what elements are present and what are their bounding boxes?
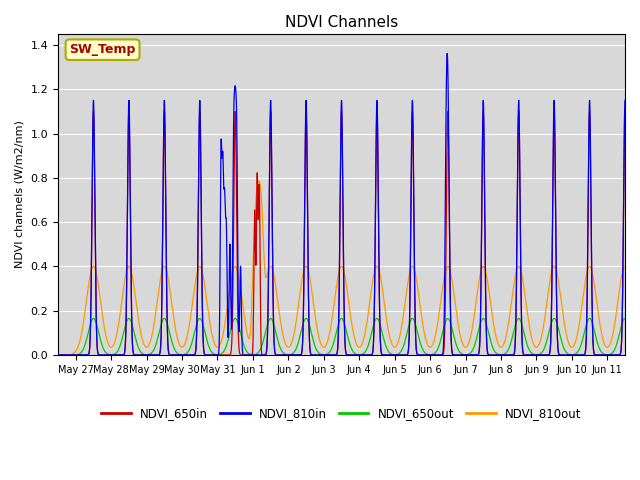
Y-axis label: NDVI channels (W/m2/nm): NDVI channels (W/m2/nm)	[15, 120, 25, 268]
Title: NDVI Channels: NDVI Channels	[285, 15, 398, 30]
Text: SW_Temp: SW_Temp	[69, 43, 136, 56]
Legend: NDVI_650in, NDVI_810in, NDVI_650out, NDVI_810out: NDVI_650in, NDVI_810in, NDVI_650out, NDV…	[97, 403, 586, 425]
